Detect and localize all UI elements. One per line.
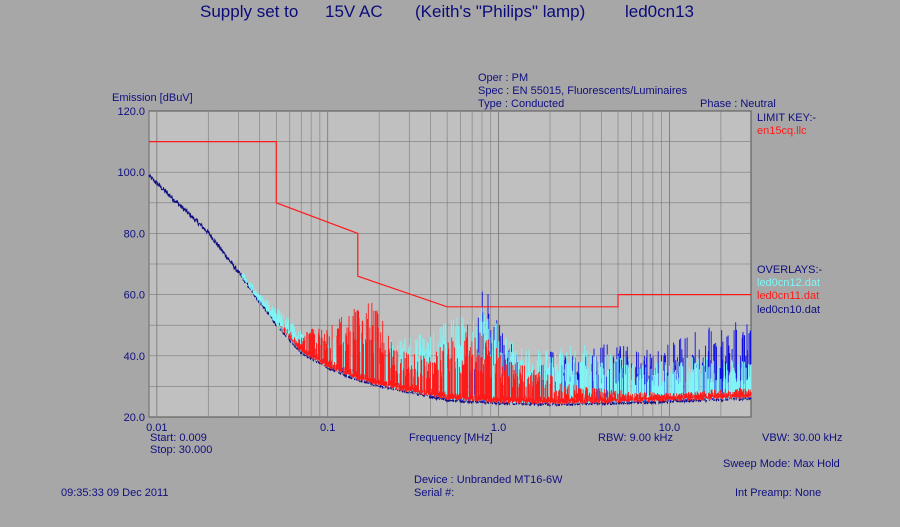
title-file: led0cn13 bbox=[625, 2, 695, 21]
x-tick-label: 1.0 bbox=[491, 422, 506, 434]
y-tick-label: 60.0 bbox=[124, 290, 145, 302]
grid bbox=[148, 111, 751, 417]
start-frequency: Start: 0.009 bbox=[150, 432, 207, 444]
y-tick-labels: 20.0 40.0 60.0 80.0 100.0 120.0 bbox=[117, 106, 145, 424]
x-tick-label: 0.1 bbox=[320, 422, 335, 434]
limit-key-title: LIMIT KEY:- bbox=[757, 112, 817, 124]
overlay-cn12: led0cn12.dat bbox=[757, 277, 820, 289]
y-tick-label: 40.0 bbox=[124, 351, 145, 363]
x-axis-label: Frequency [MHz] bbox=[409, 432, 493, 444]
info-spec: Spec : EN 55015, Fluorescents/Luminaires bbox=[478, 85, 688, 97]
overlays-title: OVERLAYS:- bbox=[757, 264, 823, 276]
title-lamp: (Keith's "Philips" lamp) bbox=[415, 2, 586, 21]
title-supply: Supply set to bbox=[200, 2, 299, 21]
x-tick-labels: 0.01 0.1 1.0 10.0 bbox=[146, 422, 680, 434]
overlay-cn11: led0cn11.dat bbox=[757, 290, 820, 302]
limit-line-group bbox=[149, 141, 751, 308]
x-tick-label: 0.01 bbox=[146, 422, 167, 434]
y-tick-label: 100.0 bbox=[117, 167, 145, 179]
title-voltage: 15V AC bbox=[325, 2, 383, 21]
stop-frequency: Stop: 30.000 bbox=[150, 444, 213, 456]
limit-key-file: en15cq.llc bbox=[757, 125, 807, 137]
preamp-status: Int Preamp: None bbox=[735, 487, 822, 499]
limit-line bbox=[149, 141, 751, 308]
overlay-cn10: led0cn10.dat bbox=[757, 304, 820, 316]
info-type: Type : Conducted bbox=[478, 98, 565, 110]
trace-led0cn11 bbox=[275, 302, 752, 405]
traces bbox=[148, 174, 752, 408]
device-name: Device : Unbranded MT16-6W bbox=[414, 474, 563, 486]
y-tick-label: 20.0 bbox=[124, 412, 145, 424]
vbw-value: VBW: 30.00 kHz bbox=[762, 432, 843, 444]
x-tick-label: 10.0 bbox=[659, 422, 680, 434]
timestamp: 09:35:33 09 Dec 2011 bbox=[61, 487, 169, 499]
serial-number: Serial #: bbox=[414, 487, 455, 499]
sweep-mode: Sweep Mode: Max Hold bbox=[723, 458, 840, 470]
rbw-value: RBW: 9.00 kHz bbox=[598, 432, 673, 444]
info-oper: Oper : PM bbox=[478, 72, 529, 84]
y-tick-label: 120.0 bbox=[117, 106, 145, 118]
info-phase: Phase : Neutral bbox=[700, 98, 776, 110]
y-tick-label: 80.0 bbox=[124, 228, 145, 240]
y-axis-label: Emission [dBuV] bbox=[112, 92, 193, 104]
